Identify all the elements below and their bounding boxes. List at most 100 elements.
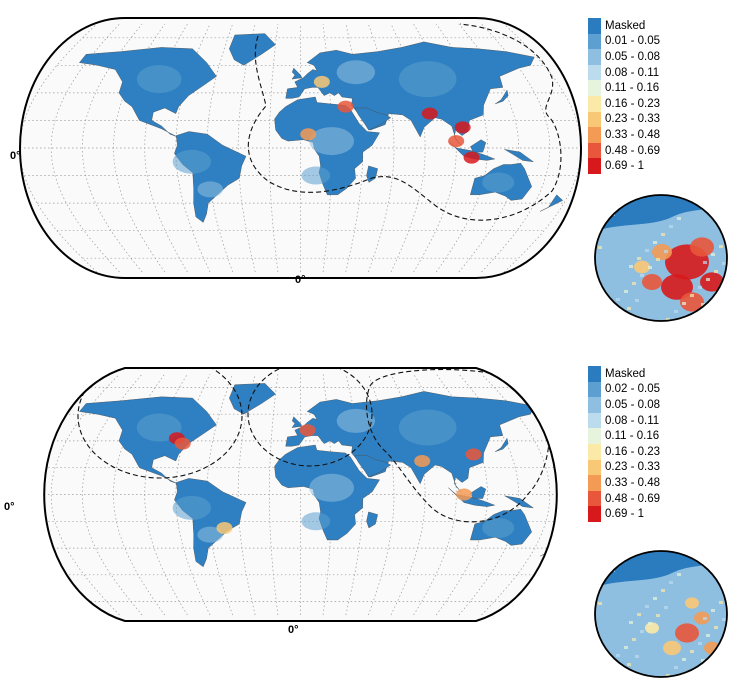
- legend-entry: 0.05 - 0.08: [588, 49, 660, 65]
- color-legend: Masked 0.01 - 0.05 0.05 - 0.08 0.08 - 0.11 0…: [588, 18, 660, 174]
- legend-label: 0.05 - 0.08: [605, 50, 660, 63]
- meridian: [436, 23, 488, 273]
- longitude-label: 0°: [288, 624, 299, 636]
- inset-pixel: [666, 674, 670, 677]
- legend-swatch: [588, 18, 601, 34]
- legend-swatch: [588, 33, 601, 50]
- hotspot: [463, 151, 480, 164]
- inset-pixel: [698, 286, 702, 289]
- legend-swatch: [588, 381, 601, 398]
- legend-entry: 0.01 - 0.05: [588, 33, 660, 50]
- inset-pixel: [648, 622, 652, 625]
- meridian: [481, 23, 551, 273]
- focus-region-outlines: [77, 368, 550, 523]
- land-japan: [495, 437, 509, 452]
- inset-pixel: [730, 254, 732, 257]
- legend-entry: 0.05 - 0.08: [588, 397, 660, 413]
- inset-pixel: [635, 655, 639, 658]
- china-inset-map: [594, 194, 732, 322]
- inset-pixel: [677, 217, 681, 220]
- bottom-map-panel: 0° 0° Masked 0.02 - 0.05 0.05 - 0.08 0.08 -…: [0, 356, 737, 686]
- hotspot: [313, 75, 330, 88]
- inset-hotspot: [700, 272, 724, 292]
- legend-label: Masked: [605, 367, 646, 380]
- inset-hotspot: [685, 597, 699, 609]
- inset-pixel: [645, 605, 649, 608]
- land-madagascar: [366, 165, 378, 183]
- meridian: [436, 373, 488, 616]
- inset-land-south: [595, 558, 727, 677]
- inset-pixel: [632, 282, 636, 285]
- meridian: [345, 373, 364, 616]
- inset-hotspot: [690, 237, 714, 257]
- inset-hotspot: [642, 274, 662, 290]
- legend-entry: Masked: [588, 366, 660, 382]
- inset-pixel: [682, 302, 686, 305]
- hotspot: [454, 121, 471, 134]
- legend-entry: 0.33 - 0.48: [588, 127, 660, 143]
- inset-pixel: [653, 597, 657, 600]
- legend-label: 0.16 - 0.23: [605, 97, 660, 110]
- legend-label: 0.69 - 1: [605, 160, 644, 173]
- inset-pixel: [598, 602, 602, 605]
- legend-swatch: [588, 459, 601, 476]
- value-patch: [197, 181, 224, 198]
- inset-pixel: [608, 662, 612, 665]
- inset-pixel: [714, 270, 718, 273]
- legend-swatch: [588, 64, 601, 81]
- inset-pixel: [627, 307, 631, 310]
- legend-entry: 0.69 - 1: [588, 158, 660, 174]
- inset-pixel: [674, 310, 678, 313]
- land-arabia: [354, 107, 392, 131]
- inset-pixel: [632, 638, 636, 641]
- legend-swatch: [588, 428, 601, 444]
- hotspot-layer: [300, 75, 480, 164]
- inset-pixel: [666, 318, 670, 321]
- map-border: [43, 367, 558, 622]
- legend-label: 0.23 - 0.33: [605, 461, 660, 474]
- inset-pixel: [619, 671, 623, 674]
- inset-pixel: [690, 650, 694, 653]
- top-map-panel: 0° 0° Masked 0.01 - 0.05 0.05 - 0.08 0.08 -…: [0, 6, 737, 336]
- focus-outline-europe: [247, 368, 373, 467]
- hotspot: [465, 448, 482, 461]
- inset-pixel: [595, 585, 599, 588]
- map-border: [19, 17, 582, 279]
- longitude-label: 0°: [295, 274, 306, 286]
- focus-outline-asia: [366, 368, 550, 523]
- legend-label: 0.05 - 0.08: [605, 398, 660, 411]
- land-arabia: [354, 455, 392, 478]
- inset-pixel: [624, 646, 628, 649]
- legend-entry: 0.23 - 0.33: [588, 459, 660, 476]
- inset-hotspot: [680, 292, 704, 312]
- legend-label: 0.11 - 0.16: [605, 82, 660, 95]
- inset-pixel: [701, 659, 705, 662]
- legend-swatch: [588, 80, 601, 96]
- focus-region-outlines: [247, 23, 562, 221]
- inset-pixel: [600, 314, 604, 317]
- value-patch: [136, 413, 182, 442]
- inset-pixel: [722, 262, 726, 265]
- china-inset-map: [594, 550, 728, 678]
- inset-pixel: [637, 257, 641, 260]
- legend-entry: 0.69 - 1: [588, 506, 660, 522]
- inset-pixel: [677, 573, 681, 576]
- inset-pixel: [690, 294, 694, 297]
- legend-label: 0.16 - 0.23: [605, 445, 660, 458]
- inset-pixel: [648, 266, 652, 269]
- meridian: [458, 373, 520, 616]
- inset-pixel: [714, 626, 718, 629]
- latitude-label: 0°: [4, 501, 15, 513]
- legend-swatch: [588, 49, 601, 65]
- legend-entry: 0.11 - 0.16: [588, 428, 660, 444]
- land-madagascar: [366, 511, 378, 529]
- land-north-america: [79, 47, 217, 138]
- inset-hotspot: [634, 260, 650, 274]
- inset-pixel: [685, 319, 689, 321]
- land-greenland: [229, 33, 276, 66]
- legend-swatch: [588, 412, 601, 429]
- inset-pixel: [664, 250, 668, 253]
- inset-hotspot: [661, 274, 693, 300]
- hotspot: [216, 521, 233, 534]
- legend-swatch: [588, 127, 601, 143]
